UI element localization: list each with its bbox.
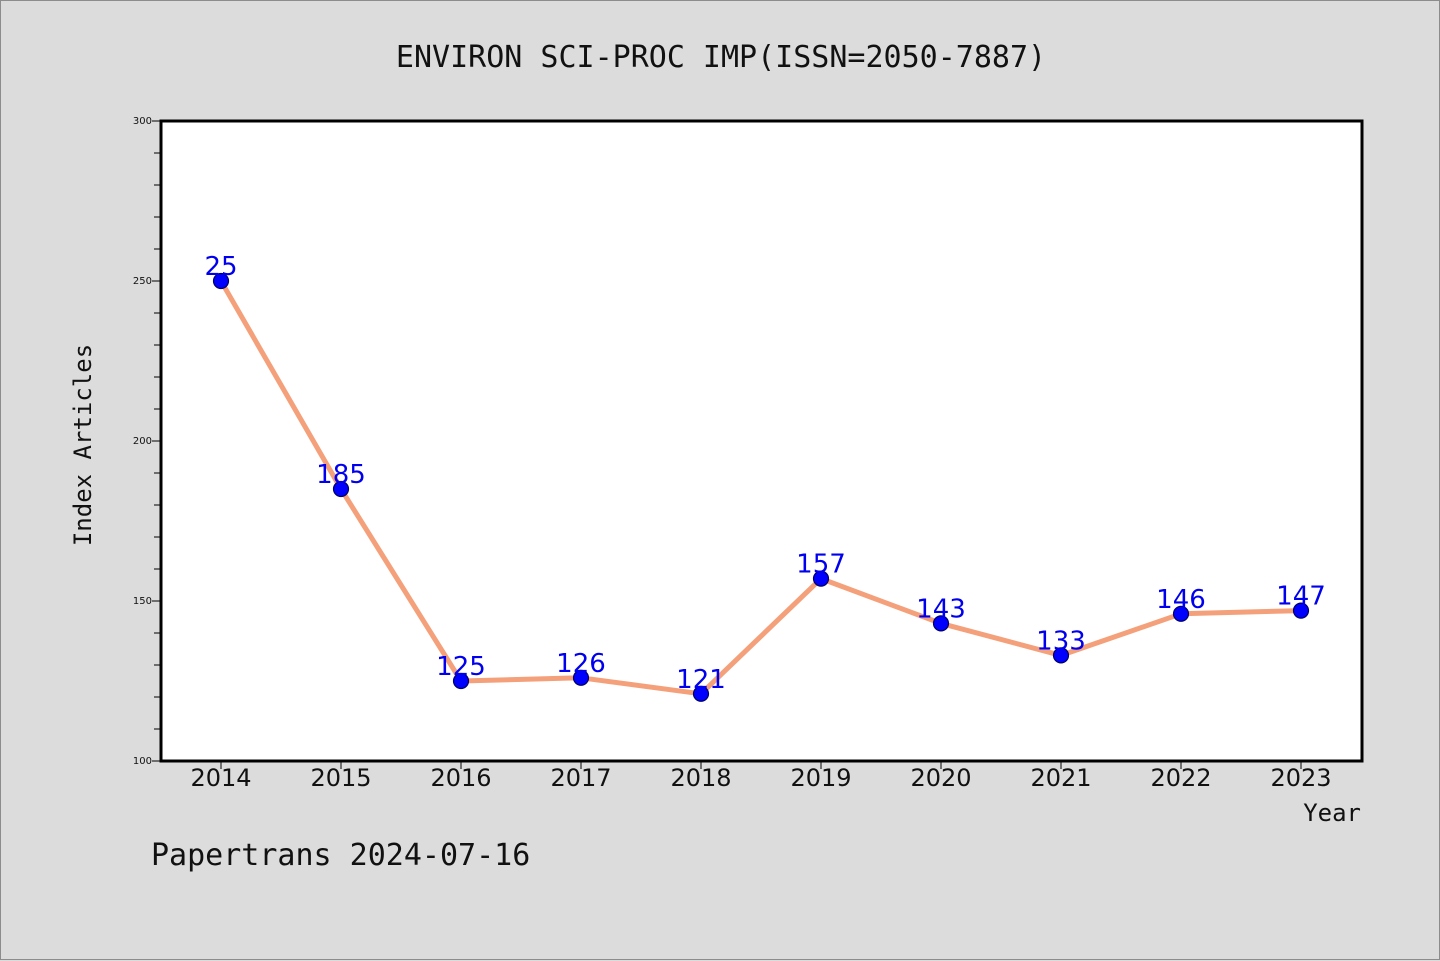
data-point [1292, 602, 1310, 619]
chart-title: ENVIRON SCI-PROC IMP(ISSN=2050-7887) [396, 40, 1046, 75]
data-point [812, 570, 830, 587]
x-tick-label: 2015 [310, 764, 371, 792]
x-tick-label: 2017 [550, 764, 611, 792]
plot-area [159, 119, 1364, 763]
data-label: 133 [1036, 626, 1086, 656]
data-label: 147 [1276, 582, 1326, 612]
data-point [932, 615, 950, 632]
x-tick-label: 2021 [1030, 764, 1091, 792]
data-point [692, 685, 710, 702]
data-point [332, 480, 350, 498]
data-label: 143 [916, 594, 966, 624]
y-tick-label: 300 [133, 116, 152, 127]
y-tick-label: 150 [133, 596, 152, 607]
data-label: 25 [204, 252, 237, 282]
series-line [218, 278, 1304, 697]
data-label: 185 [316, 460, 366, 490]
data-label: 157 [796, 550, 846, 580]
x-tick-label: 2020 [910, 764, 971, 792]
data-label: 125 [436, 652, 486, 682]
data-point [452, 672, 470, 690]
x-tick-label: 2016 [430, 764, 491, 792]
data-label: 126 [556, 649, 606, 679]
y-tick-label: 100 [133, 756, 152, 767]
y-tick-label: 200 [133, 436, 152, 447]
y-tick-label: 250 [133, 276, 152, 287]
x-axis-label: Year [1303, 799, 1361, 827]
data-point [1172, 605, 1190, 622]
x-tick-label: 2022 [1150, 764, 1211, 792]
x-tick-label: 2023 [1270, 764, 1331, 792]
x-tick-label: 2019 [790, 764, 851, 792]
data-label: 121 [676, 665, 726, 695]
x-tick-label: 2014 [190, 764, 251, 792]
y-axis: 100 150 200 250 300 [133, 116, 161, 767]
series-group: 25 185 125 126 121 157 143 133 146 147 [204, 252, 1326, 702]
footer-text: Papertrans 2024-07-16 [151, 838, 530, 873]
y-axis-label: Index Articles [69, 344, 97, 546]
data-point [1052, 647, 1070, 664]
x-tick-label: 2018 [670, 764, 731, 792]
data-point [212, 272, 230, 290]
data-label: 146 [1156, 585, 1206, 615]
x-axis: 2014 2015 2016 2017 2018 2019 2020 2021 2022 2023 [190, 761, 1332, 792]
data-point [572, 669, 590, 686]
